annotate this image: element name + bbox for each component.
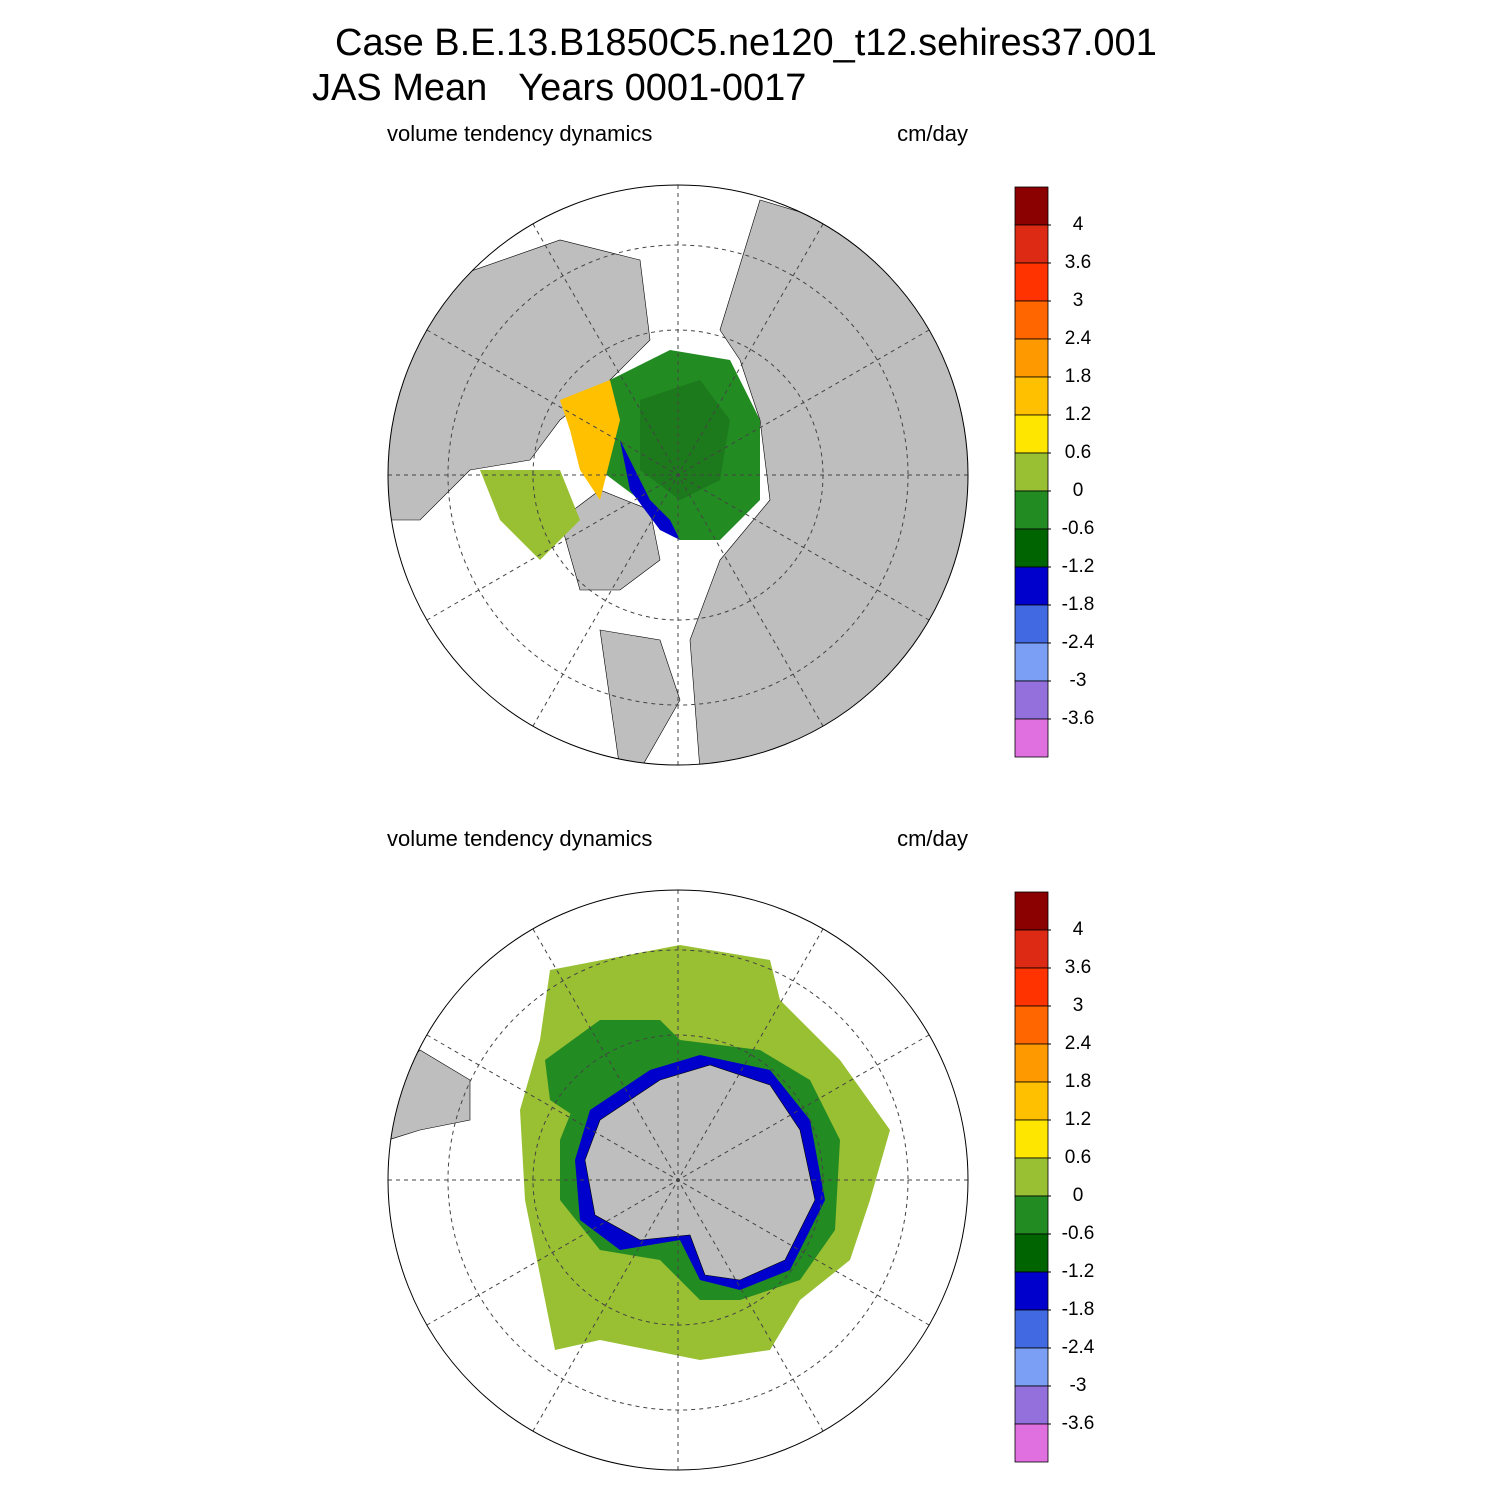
panel-right-label: cm/day [897, 826, 968, 851]
colorbar-label: -0.6 [1062, 1223, 1095, 1244]
colorbar-box [1014, 300, 1049, 340]
colorbar-box [1014, 224, 1049, 264]
colorbar-label: -3 [1070, 670, 1087, 691]
title-line: JAS Mean Years 0001-0017 [312, 67, 806, 109]
colorbar-box [1014, 1043, 1049, 1083]
colorbar-label: 1.8 [1065, 1071, 1091, 1092]
colorbar-label: -1.2 [1062, 1261, 1095, 1282]
panel-right-label: cm/day [897, 121, 968, 146]
colorbar-box [1014, 262, 1049, 302]
colorbar-label: 0.6 [1065, 1147, 1091, 1168]
colorbar-label: 0.6 [1065, 442, 1091, 463]
colorbar-box [1014, 1195, 1049, 1235]
colorbar-label: -3.6 [1062, 1413, 1095, 1434]
colorbar-box [1014, 929, 1049, 969]
colorbar-label: 0 [1073, 1185, 1084, 1206]
colorbar-box [1014, 1271, 1049, 1311]
colorbar-box [1014, 1119, 1049, 1159]
colorbar-label: 4 [1073, 214, 1084, 235]
colorbar-box [1014, 1233, 1049, 1273]
colorbar-box [1014, 642, 1049, 682]
colorbar-box [1014, 1157, 1049, 1197]
colorbar-label: -2.4 [1062, 1337, 1095, 1358]
colorbar-label: 1.2 [1065, 1109, 1091, 1130]
colorbar-label: 3 [1073, 995, 1084, 1016]
colorbar-label: -1.2 [1062, 556, 1095, 577]
map-south [387, 889, 969, 1471]
colorbar-box [1014, 891, 1049, 931]
colorbar-box [1014, 566, 1049, 606]
colorbar-box [1014, 186, 1049, 226]
colorbar-box [1014, 414, 1049, 454]
colorbar-label: 0 [1073, 480, 1084, 501]
colorbar-label: 2.4 [1065, 1033, 1092, 1054]
colorbar-box [1014, 1005, 1049, 1045]
colorbar-label: -3 [1070, 1375, 1087, 1396]
colorbar-box [1014, 1347, 1049, 1387]
colorbar-box [1014, 490, 1049, 530]
colorbar-box [1014, 1081, 1049, 1121]
colorbar-box [1014, 528, 1049, 568]
panel-left-label: volume tendency dynamics [387, 826, 652, 851]
colorbar-label: -2.4 [1062, 632, 1095, 653]
colorbar-label: 3 [1073, 290, 1084, 311]
colorbar-box [1014, 680, 1049, 720]
colorbar-label: 1.8 [1065, 366, 1091, 387]
colorbar-label: -3.6 [1062, 708, 1095, 729]
colorbar-label: -1.8 [1062, 594, 1095, 615]
colorbar-label: 1.2 [1065, 404, 1091, 425]
colorbar-label: 3.6 [1065, 252, 1091, 273]
colorbar-label: 3.6 [1065, 957, 1091, 978]
colorbar-box [1014, 452, 1049, 492]
colorbar-box [1014, 338, 1049, 378]
colorbar-box [1014, 376, 1049, 416]
colorbar-box [1014, 1385, 1049, 1425]
colorbar-box [1014, 718, 1049, 758]
colorbar-box [1014, 1423, 1049, 1463]
colorbar-label: -0.6 [1062, 518, 1095, 539]
colorbar-box [1014, 1309, 1049, 1349]
colorbar-box [1014, 604, 1049, 644]
colorbar-label: 2.4 [1065, 328, 1092, 349]
title-line: Case B.E.13.B1850C5.ne120_t12.sehires37.… [335, 22, 1157, 64]
panel-left-label: volume tendency dynamics [387, 121, 652, 146]
colorbar-label: 4 [1073, 919, 1084, 940]
colorbar-label: -1.8 [1062, 1299, 1095, 1320]
map-north [387, 184, 969, 766]
colorbar-box [1014, 967, 1049, 1007]
